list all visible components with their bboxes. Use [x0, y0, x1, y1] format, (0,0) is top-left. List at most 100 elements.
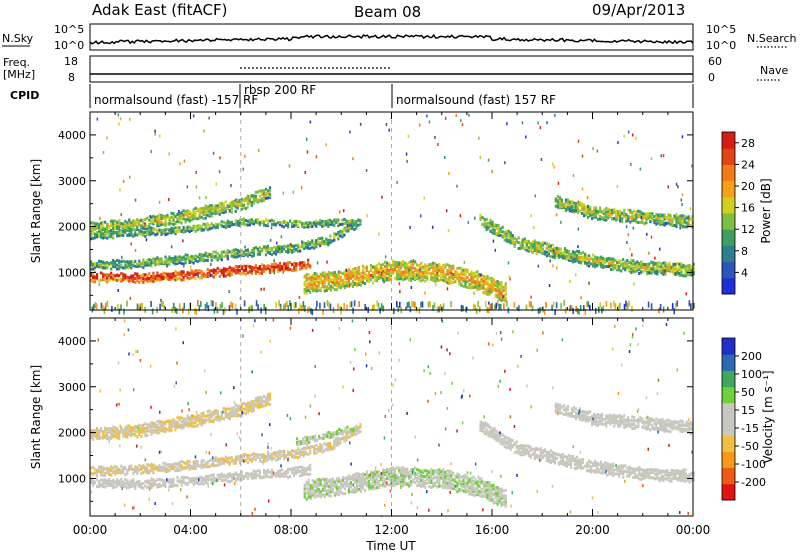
data-cell-1: [305, 266, 308, 270]
data-cell-6: [624, 264, 627, 268]
data-cell-0: [126, 479, 129, 483]
data-cell-4: [315, 224, 318, 228]
data-cell-6: [573, 259, 577, 263]
data-cell-7: [605, 206, 608, 210]
data-cell-2: [188, 422, 191, 426]
data-cell-3: [150, 220, 153, 224]
data-cell-0: [152, 484, 155, 488]
data-cell-4: [118, 231, 121, 235]
noise-cell: [406, 159, 408, 163]
data-cell-5: [329, 278, 332, 282]
data-cell-2: [184, 420, 187, 424]
data-cell-1: [240, 458, 243, 462]
data-cell-3: [176, 220, 179, 223]
data-cell-2: [228, 411, 231, 415]
data-cell-1: [305, 446, 308, 450]
data-cell-1: [108, 273, 111, 277]
data-cell-4: [130, 231, 133, 235]
data-cell-7: [617, 214, 620, 218]
data-cell-0: [160, 484, 163, 488]
data-cell-2: [122, 431, 125, 435]
data-cell-7: [623, 212, 626, 216]
data-cell-2: [162, 429, 165, 433]
data-cell-7: [685, 221, 688, 225]
noise-cell: [288, 164, 291, 168]
data-cell-2: [94, 434, 97, 438]
data-cell-2: [297, 249, 300, 253]
data-cell-7: [651, 218, 654, 222]
data-cell-2: [98, 259, 101, 263]
data-cell-0: [242, 476, 245, 480]
data-cell-6: [491, 225, 494, 229]
data-cell-2: [126, 431, 129, 435]
data-cell-5: [323, 277, 326, 281]
data-cell-1: [238, 265, 241, 269]
data-cell-2: [287, 250, 290, 254]
data-cell-6: [666, 269, 669, 273]
data-cell-6: [579, 252, 583, 255]
data-cell-3: [200, 208, 203, 212]
noise-cell: [577, 227, 580, 231]
data-cell-5: [361, 271, 365, 275]
low-range-cell: [298, 308, 300, 315]
data-cell-1: [283, 451, 286, 455]
data-cell-2: [162, 260, 165, 264]
data-cell-6: [497, 224, 500, 227]
data-cell-3: [148, 222, 151, 226]
data-cell-6: [622, 262, 625, 265]
data-cell-2: [122, 266, 125, 270]
low-range-cell: [433, 302, 436, 309]
data-cell-1: [198, 464, 201, 468]
data-cell-2: [176, 420, 179, 424]
data-cell-0: [168, 481, 171, 485]
data-cell-2: [186, 257, 189, 261]
data-cell-2: [164, 262, 167, 266]
low-range-cell: [289, 300, 291, 307]
data-cell-0: [250, 472, 253, 476]
data-cell-6: [626, 259, 629, 263]
data-cell-5: [420, 274, 423, 278]
noise-cell: [117, 113, 120, 117]
data-cell-2: [126, 424, 129, 428]
data-cell-0: [299, 469, 302, 473]
data-cell-0: [200, 478, 203, 482]
low-range-cell: [329, 303, 332, 310]
data-cell-0: [138, 482, 141, 486]
data-cell-4: [208, 227, 211, 231]
noise-cell: [107, 223, 109, 227]
data-cell-2: [122, 428, 125, 432]
data-cell-5: [327, 276, 330, 280]
data-cell-0: [98, 481, 101, 485]
data-cell-5: [361, 264, 365, 268]
data-cell-5: [311, 286, 314, 290]
data-cell-5: [369, 278, 373, 282]
noise-cell: [269, 238, 272, 242]
data-cell-2: [250, 248, 253, 252]
data-cell-2: [204, 414, 207, 418]
data-cell-7: [601, 216, 604, 220]
data-cell-5: [452, 273, 455, 277]
data-cell-2: [182, 262, 185, 266]
noise-cell: [381, 195, 383, 199]
data-cell-1: [110, 271, 113, 275]
data-cell-6: [606, 259, 609, 263]
data-cell-1: [240, 271, 243, 275]
data-cell-0: [128, 483, 131, 487]
data-cell-2: [232, 409, 235, 413]
data-cell-7: [599, 215, 602, 218]
data-cell-5: [442, 264, 445, 268]
data-cell-5: [492, 284, 495, 288]
data-cell-2: [100, 429, 103, 433]
data-cell-1: [94, 280, 97, 284]
data-cell-5: [313, 272, 316, 275]
data-cell-5: [396, 272, 399, 276]
data-cell-5: [464, 282, 467, 286]
data-cell-0: [303, 468, 306, 472]
data-cell-3: [170, 220, 173, 224]
data-cell-7: [611, 217, 614, 221]
data-cell-5: [392, 261, 395, 265]
data-cell-1: [283, 454, 286, 457]
data-cell-0: [218, 475, 221, 479]
data-cell-1: [204, 275, 207, 278]
noise-cell: [298, 295, 301, 299]
